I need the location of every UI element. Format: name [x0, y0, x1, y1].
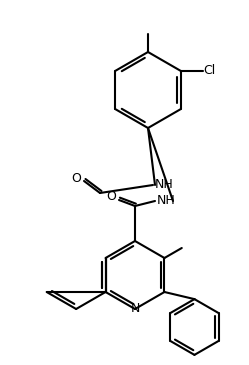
Text: Cl: Cl [203, 65, 215, 77]
Text: NH: NH [157, 195, 176, 207]
Text: N: N [130, 303, 140, 315]
Text: NH: NH [155, 178, 174, 192]
Text: O: O [71, 172, 81, 184]
Text: O: O [106, 189, 116, 203]
